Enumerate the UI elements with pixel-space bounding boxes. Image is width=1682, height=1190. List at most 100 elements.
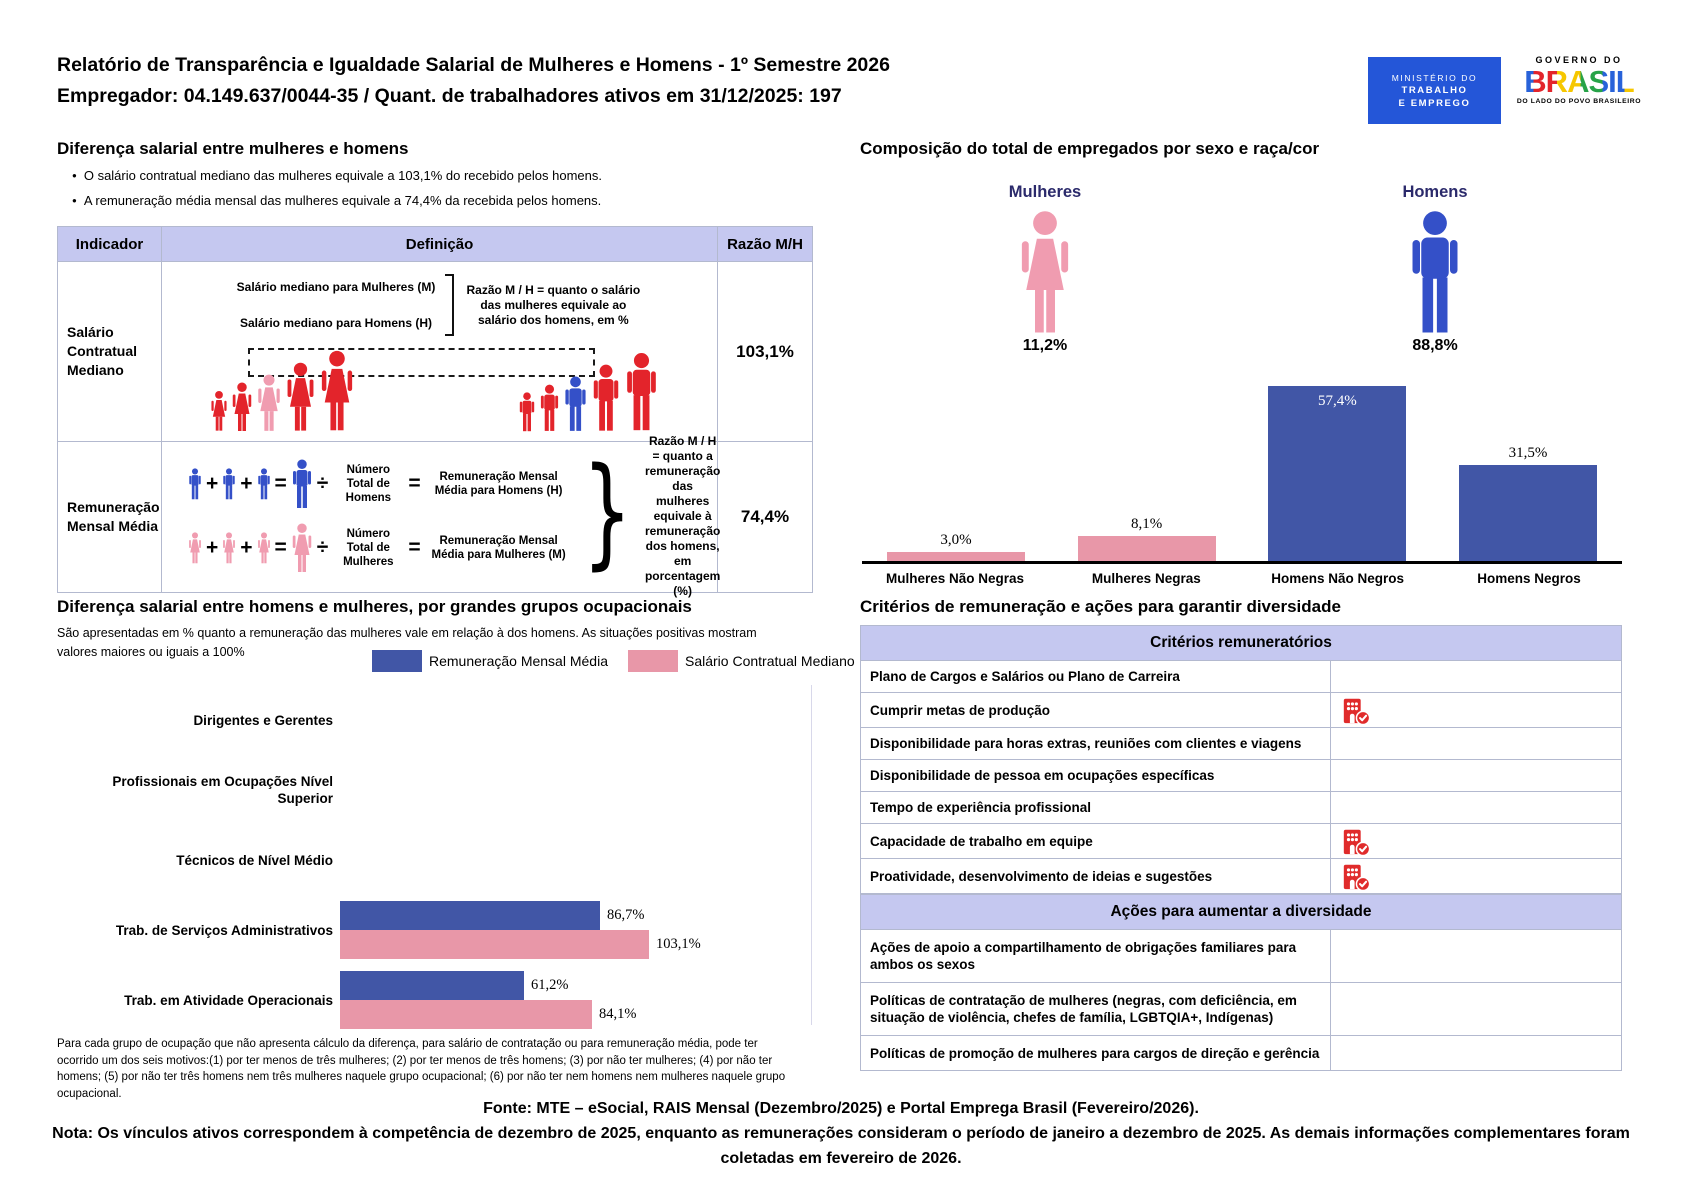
occ-category-label: Trab. de Serviços Administrativos	[115, 922, 333, 938]
equals-sign: =	[274, 536, 287, 559]
salary-gap-bullets: O salário contratual mediano das mulhere…	[72, 168, 602, 218]
composition-category-label: Mulheres Negras	[1091, 571, 1201, 586]
composition-bar: 57,4%	[1268, 386, 1407, 561]
criteria-section-header-2: Ações para aumentar a diversidade	[861, 894, 1621, 930]
report-title-line2: Empregador: 04.149.637/0044-35 / Quant. …	[57, 85, 842, 107]
composition-column: 31,5%	[1448, 445, 1608, 561]
occupational-chart: Dirigentes e Gerentes Profissionais em Oc…	[57, 685, 812, 1035]
composition-category-label: Homens Não Negros	[1271, 571, 1405, 586]
composition-bar	[1458, 465, 1597, 561]
criteria-label: Ações de apoio a compartilhamento de obr…	[861, 930, 1331, 982]
occupational-subtitle: São apresentadas em % quanto a remuneraç…	[57, 626, 757, 659]
man-icon	[188, 468, 202, 500]
definition-cell: Salário mediano para Mulheres (M) Salári…	[162, 262, 718, 441]
ratio-explanation: Razão M / H = quanto o salário das mulhe…	[466, 282, 641, 327]
salary-gap-title: Diferença salarial entre mulheres e home…	[57, 139, 409, 158]
woman-icon	[257, 532, 271, 564]
composition-bar	[887, 552, 1025, 561]
composition-bar-value: 57,4%	[1317, 393, 1357, 409]
criteria-label: Tempo de experiência profissional	[861, 792, 1331, 823]
occ-category-label: Profissionais em Ocupações Nível Superio…	[112, 774, 333, 806]
man-icon	[518, 392, 536, 432]
composition-bar-value: 3,0%	[940, 532, 972, 548]
woman-icon	[285, 362, 316, 432]
criteria-label: Cumprir metas de produção	[861, 693, 1331, 727]
divide-sign: ÷	[316, 472, 329, 495]
occ-bars: 61,2% 84,1%	[340, 971, 812, 1029]
col-header-razao: Razão M/H	[727, 235, 803, 253]
criteria-section-header-1: Critérios remuneratórios	[861, 626, 1621, 661]
table-row-salario-mediano: Salário Contratual Mediano Salário media…	[58, 262, 812, 442]
occ-bar-value: 86,7%	[607, 907, 645, 923]
median-women-label: Salário mediano para Mulheres (M)	[236, 280, 436, 294]
indicator-name: Salário Contratual Mediano	[58, 262, 162, 441]
mulheres-percent: 11,2%	[1022, 337, 1068, 354]
woman-icon-large	[1014, 210, 1076, 335]
median-man-icon	[563, 376, 588, 432]
occ-rows: Dirigentes e Gerentes Profissionais em Oc…	[57, 685, 812, 1035]
legend-swatch-blue	[372, 650, 422, 672]
occ-category-row: Profissionais em Ocupações Nível Superio…	[57, 755, 812, 825]
legend-item-media: Remuneração Mensal Média	[372, 650, 608, 672]
equals-sign: =	[274, 472, 287, 495]
men-average-formula: + + = ÷ Número Total de Homens = Remuner…	[188, 459, 573, 509]
men-result-label: Remuneração Mensal Média para Homens (H)	[434, 471, 563, 497]
woman-icon	[188, 532, 202, 564]
composition-bar-value: 8,1%	[1131, 516, 1163, 532]
composition-title: Composição do total de empregados por se…	[860, 139, 1320, 158]
brasil-logo-word: BRASIL	[1510, 65, 1648, 98]
occ-bar-value: 103,1%	[656, 936, 701, 952]
divide-sign: ÷	[316, 536, 329, 559]
criteria-table: Critérios remuneratórios Plano de Cargos…	[860, 625, 1622, 1071]
criteria-label: Proatividade, desenvolvimento de ideias …	[861, 859, 1331, 893]
man-icon-large	[1406, 210, 1464, 335]
indicator-table-header: Indicador Definição Razão M/H	[58, 227, 812, 262]
occ-bar	[340, 930, 649, 959]
ratio-explanation: Razão M / H = quanto a remuneração das m…	[644, 433, 721, 598]
col-header-indicador: Indicador	[58, 227, 162, 261]
composition-bar-value: 31,5%	[1508, 445, 1548, 461]
brace-shape: }	[581, 443, 632, 582]
ministry-logo-line2: TRABALHO	[1401, 84, 1468, 96]
criteria-row: Capacidade de trabalho em equipe	[861, 824, 1621, 859]
criteria-label: Plano de Cargos e Salários ou Plano de C…	[861, 661, 1331, 692]
man-icon	[624, 352, 659, 432]
man-icon	[257, 468, 271, 500]
composition-chart: 3,0% 8,1% 57,4% 31,5% Mulheres Não Negras Mu…	[862, 372, 1622, 586]
criteria-label: Disponibilidade de pessoa em ocupações e…	[861, 760, 1331, 791]
occ-bar-value: 61,2%	[531, 977, 569, 993]
occ-bar	[340, 901, 600, 930]
legend-label-mediano: Salário Contratual Mediano	[684, 653, 855, 669]
median-people-diagram	[162, 336, 717, 438]
men-group	[518, 352, 659, 432]
footer-fonte: Fonte: MTE – eSocial, RAIS Mensal (Dezem…	[483, 1100, 1199, 1117]
equals-sign: =	[408, 472, 421, 495]
indicator-name: Remuneração Mensal Média	[58, 442, 162, 592]
occ-category-label: Técnicos de Nível Médio	[176, 852, 333, 868]
criteria-row: Políticas de contratação de mulheres (ne…	[861, 983, 1621, 1036]
ministry-logo-line1: MINISTÉRIO DO	[1391, 72, 1478, 83]
brasil-logo-bottom: DO LADO DO POVO BRASILEIRO	[1516, 98, 1642, 105]
median-dashed-box	[248, 348, 595, 377]
homens-label: Homens	[1402, 183, 1468, 201]
occ-bar	[340, 1000, 592, 1029]
occ-category-row: Técnicos de Nível Médio	[57, 825, 812, 895]
occ-category-row: Trab. de Serviços Administrativos 86,7% 10…	[57, 895, 812, 965]
salary-gap-bullet-1: O salário contratual mediano das mulhere…	[72, 168, 602, 183]
col-header-definicao: Definição	[162, 227, 718, 261]
composition-axis-labels: Mulheres Não Negras Mulheres Negras Homens…	[862, 571, 1622, 586]
composition-column: 8,1%	[1067, 516, 1227, 561]
composition-category-label: Homens Negros	[1477, 571, 1581, 586]
criteria-title: Critérios de remuneração e ações para ga…	[860, 597, 1341, 616]
criteria-row: Disponibilidade para horas extras, reuni…	[861, 728, 1621, 760]
occupational-title: Diferença salarial entre homens e mulher…	[57, 597, 692, 616]
man-icon	[291, 459, 313, 509]
criteria-row: Proatividade, desenvolvimento de ideias …	[861, 859, 1621, 894]
occ-category-label: Dirigentes e Gerentes	[193, 712, 333, 728]
plus-sign: +	[206, 472, 219, 495]
composition-category-label: Mulheres Não Negras	[885, 571, 1025, 586]
composition-plot: 3,0% 8,1% 57,4% 31,5%	[862, 372, 1622, 564]
woman-icon	[319, 350, 355, 432]
report-title-line1: Relatório de Transparência e Igualdade S…	[57, 54, 890, 76]
women-average-formula: + + = ÷ Número Total de Mulheres = Remun…	[188, 523, 573, 573]
